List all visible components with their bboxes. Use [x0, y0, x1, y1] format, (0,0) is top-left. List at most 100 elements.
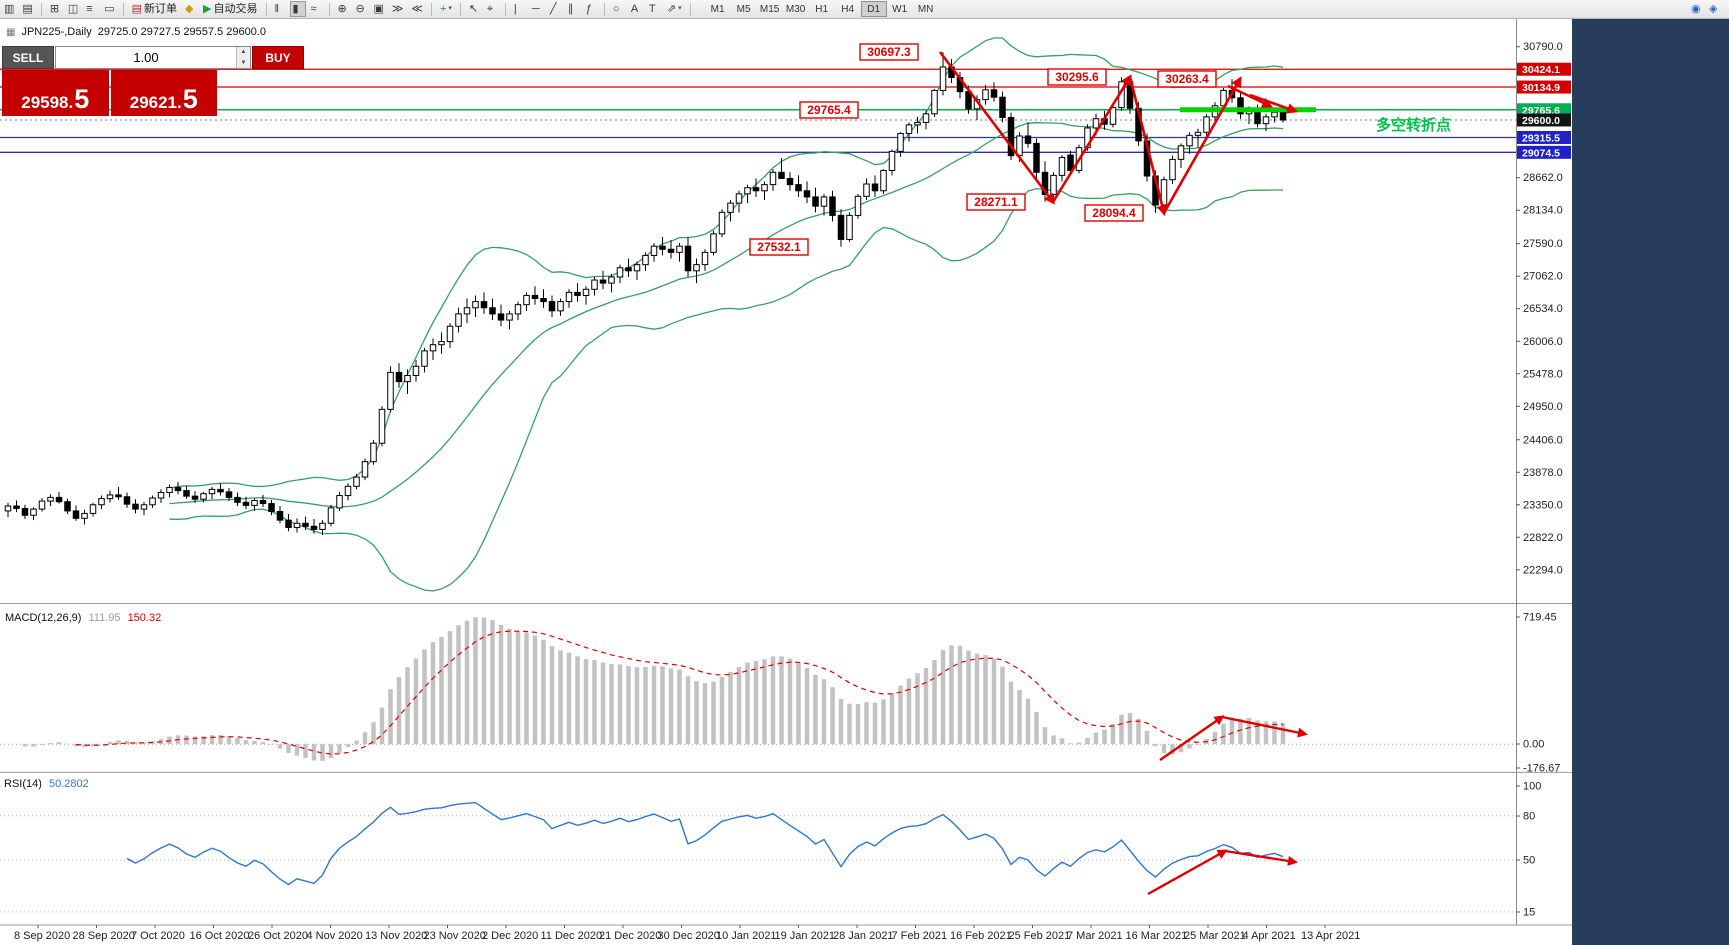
svg-text:28 Sep 2020: 28 Sep 2020 [73, 930, 135, 942]
buy-button[interactable]: BUY [252, 46, 304, 69]
svg-text:7 Feb 2021: 7 Feb 2021 [892, 930, 948, 942]
market-watch-icon[interactable]: ⊞ [47, 1, 63, 17]
buy-price[interactable]: 29621. 5 [110, 70, 217, 116]
crosshair-icon[interactable]: ⌖ [484, 1, 500, 17]
svg-text:24950.0: 24950.0 [1523, 401, 1563, 413]
new-order-button[interactable]: ▤ 新订单 [129, 1, 180, 17]
timeframe-m5[interactable]: M5 [731, 1, 757, 17]
timeframe-w1[interactable]: W1 [887, 1, 913, 17]
lot-input[interactable] [56, 47, 236, 68]
market-watch-icon: ⊞ [49, 3, 60, 15]
chart-title: ▦ JPN225-,Daily 29725.0 29727.5 29557.5 … [6, 26, 266, 38]
text-icon: A [630, 3, 639, 15]
turning-point-annotation: 多空转折点 [1376, 116, 1451, 134]
toolbar-separator [40, 2, 42, 16]
timeframe-m1[interactable]: M1 [705, 1, 731, 17]
trendline-icon[interactable]: ╱ [547, 1, 563, 17]
cursor-icon[interactable]: ↖ [466, 1, 482, 17]
chart-profiles-icon[interactable]: ▤ [19, 1, 35, 17]
buy-price-main: 29621. [129, 93, 182, 112]
autotrading-button[interactable]: ▶ 自动交易 [200, 1, 260, 17]
chart-shift-icon: ≪ [411, 3, 423, 15]
horizontal-line-icon[interactable]: ─ [529, 1, 545, 17]
timeframe-d1[interactable]: D1 [860, 1, 887, 17]
svg-text:多空转折点: 多空转折点 [1376, 116, 1451, 134]
svg-text:13 Nov 2020: 13 Nov 2020 [365, 930, 427, 942]
zoom-in-icon[interactable]: ⊕ [335, 1, 351, 17]
chart-window-icon: ▦ [6, 26, 16, 38]
autotrading-button: ▶ [203, 3, 212, 15]
toolbar-separator [689, 2, 691, 16]
data-window-icon: ◫ [67, 3, 79, 15]
rsi-indicator-label: RSI(14) 50.2802 [4, 778, 89, 790]
metaeditor-icon: ◆ [185, 3, 194, 15]
lot-size-control[interactable]: ▲ ▼ [55, 46, 251, 69]
search-icon[interactable]: ◈ [1706, 1, 1722, 17]
toolbar-separator [459, 2, 461, 16]
timeframe-toolbar: M1 M5 M15 M30 H1 H4 D1 W1 MN [705, 0, 939, 18]
svg-text:0.00: 0.00 [1523, 739, 1544, 751]
svg-text:30134.9: 30134.9 [1522, 82, 1560, 94]
tile-windows-icon[interactable]: ▣ [371, 1, 387, 17]
timeframe-h1[interactable]: H1 [809, 1, 835, 17]
timeframe-m30[interactable]: M30 [783, 1, 809, 17]
svg-text:29765.4: 29765.4 [807, 103, 851, 117]
svg-text:28134.0: 28134.0 [1523, 205, 1563, 217]
sell-price[interactable]: 29598. 5 [2, 70, 109, 116]
indicators-icon: + [439, 3, 447, 15]
trend-arrows [938, 51, 1299, 217]
fibonacci-icon: ƒ [585, 3, 593, 15]
svg-text:27590.0: 27590.0 [1523, 238, 1563, 250]
lot-decrease-button[interactable]: ▼ [237, 57, 250, 68]
svg-text:29600.0: 29600.0 [1522, 115, 1560, 127]
sell-button[interactable]: SELL [2, 46, 54, 69]
candlestick-icon[interactable]: ▮ [289, 1, 306, 17]
svg-text:27062.0: 27062.0 [1523, 271, 1563, 283]
svg-text:11 Dec 2020: 11 Dec 2020 [541, 930, 603, 942]
rsi-panel: 100 80 50 15 [0, 781, 1541, 919]
svg-text:28 Jan 2021: 28 Jan 2021 [833, 930, 894, 942]
lot-spinner[interactable]: ▲ ▼ [236, 47, 250, 68]
svg-text:21 Dec 2020: 21 Dec 2020 [599, 930, 661, 942]
price-callout-labels: 30697.3 30295.6 30263.4 29765.4 28271.1 28094… [749, 43, 1217, 256]
line-chart-icon[interactable]: ≈ [308, 1, 324, 17]
zoom-out-icon[interactable]: ⊖ [353, 1, 369, 17]
chart-canvas[interactable]: 30697.3 30295.6 30263.4 29765.4 28271.1 28094… [0, 18, 1572, 945]
sell-price-main: 29598. [21, 93, 74, 112]
fibonacci-icon[interactable]: ƒ [583, 1, 599, 17]
terminal-icon: ▭ [104, 3, 115, 15]
terminal-icon[interactable]: ▭ [101, 1, 117, 17]
zoom-in-icon: ⊕ [337, 3, 347, 15]
bar-chart-icon[interactable]: ‖ [272, 1, 288, 17]
timeframe-h4[interactable]: H4 [835, 1, 861, 17]
timeframe-m15[interactable]: M15 [757, 1, 783, 17]
toolbar-separator [328, 2, 330, 16]
indicators-icon[interactable]: + ▾ [437, 1, 455, 17]
svg-text:22822.0: 22822.0 [1523, 532, 1563, 544]
arrows-tool-icon[interactable]: ⇗ ▾ [664, 1, 685, 17]
navigator-icon[interactable]: ≡ [83, 1, 99, 17]
text-icon[interactable]: A [628, 1, 644, 17]
svg-text:16 Mar 2021: 16 Mar 2021 [1126, 930, 1188, 942]
new-chart-icon[interactable]: ▥ [1, 1, 17, 17]
chart-shift-icon[interactable]: ≪ [408, 1, 426, 17]
svg-text:4 Apr 2021: 4 Apr 2021 [1243, 930, 1296, 942]
label-icon: T [648, 3, 656, 15]
data-window-icon[interactable]: ◫ [65, 1, 81, 17]
candlestick-icon: ▮ [292, 3, 299, 15]
svg-text:23350.0: 23350.0 [1523, 499, 1563, 511]
auto-scroll-icon[interactable]: ≫ [389, 1, 407, 17]
svg-text:719.45: 719.45 [1523, 612, 1557, 624]
channel-icon[interactable]: ∥ [565, 1, 581, 17]
vertical-line-icon[interactable]: | [511, 1, 527, 17]
label-icon[interactable]: T [646, 1, 662, 17]
metaeditor-icon[interactable]: ◆ [182, 1, 198, 17]
timeframe-mn[interactable]: MN [913, 1, 939, 17]
lot-increase-button[interactable]: ▲ [237, 47, 250, 58]
svg-text:30697.3: 30697.3 [867, 45, 911, 59]
one-click-trading-widget: SELL ▲ ▼ BUY 29598. 5 29621. 5 [2, 46, 304, 116]
mql5-community-icon[interactable]: ◉ [1688, 1, 1704, 17]
shapes-icon[interactable]: ○ [610, 1, 626, 17]
panel-separators [0, 18, 1572, 926]
